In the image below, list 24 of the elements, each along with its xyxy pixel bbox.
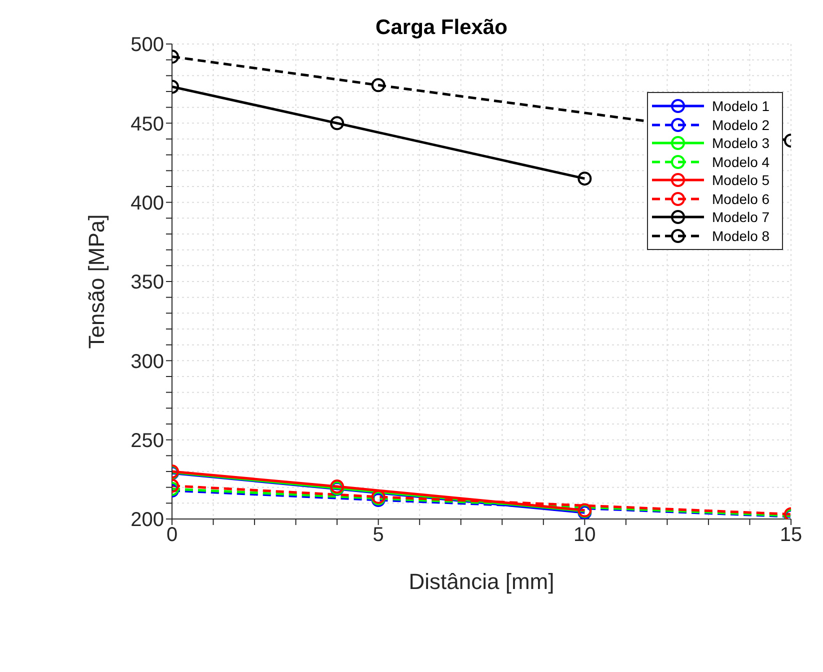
y-axis-title: Tensão [MPa] [84,214,109,349]
legend-label: Modelo 6 [712,190,770,207]
y-tick-label: 200 [130,509,164,532]
legend-label: Modelo 4 [712,154,770,170]
legend-label: Modelo 3 [712,135,770,152]
legend-label: Modelo 1 [712,98,770,114]
y-tick-label: 250 [130,430,164,452]
legend-label: Modelo 8 [712,228,770,244]
y-tick-label: 450 [130,113,164,136]
legend-label: Modelo 7 [712,209,770,226]
legend-label: Modelo 2 [712,116,770,133]
point [578,172,592,186]
point [330,116,344,130]
x-tick-label: 0 [166,524,178,546]
y-tick-label: 300 [130,350,164,373]
y-tick-label: 400 [130,192,164,214]
legend-label: Modelo 5 [712,172,770,188]
y-tick-label: 350 [130,272,164,294]
x-axis-title: Distância [mm] [408,569,554,594]
chart-title: Carga Flexão [376,16,508,39]
x-tick-label: 15 [780,524,802,546]
x-tick-label: 10 [574,524,596,546]
y-tick-label: 500 [130,34,164,56]
x-tick-label: 5 [372,524,384,546]
